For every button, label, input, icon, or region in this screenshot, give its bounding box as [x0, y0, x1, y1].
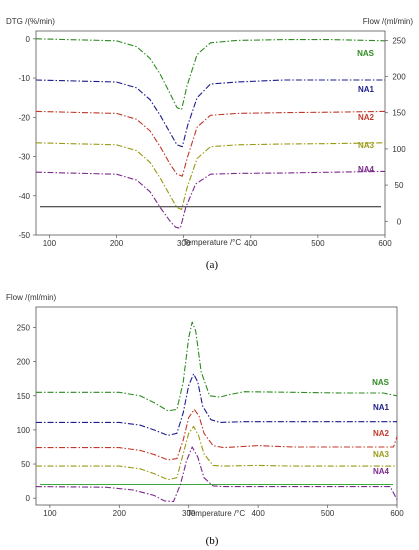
- y-tick-label: 250: [17, 323, 31, 332]
- right-tick-label: 250: [392, 36, 406, 45]
- panel-a-series-labels: NAS NA1 NA2 NA3 NA4: [357, 49, 375, 174]
- y-tick-label: -10: [18, 74, 30, 83]
- panel-b-x-ticks: 100 200 300 400 500 600: [43, 505, 404, 518]
- y-tick-label: -30: [18, 153, 30, 162]
- panel-b-ylabel: Flow /(ml/min): [6, 293, 57, 302]
- series-label-na2: NA2: [358, 113, 375, 122]
- series-label-na4: NA4: [358, 165, 375, 174]
- right-tick-label: 0: [397, 217, 402, 226]
- y-tick-label: 0: [26, 494, 31, 503]
- series-line-na2: [35, 110, 386, 177]
- panel-a-x-ticks: 100 200 300 400 500 600: [43, 235, 392, 248]
- series-label-na3: NA3: [373, 450, 390, 459]
- series-line-na4: [35, 170, 386, 229]
- y-tick-label: 200: [17, 358, 31, 367]
- panel-b-chart: Flow /(ml/min) Temperature /°C 100 200 300…: [6, 293, 404, 547]
- series-line-na1: [36, 373, 397, 436]
- panel-a-xlabel: Temperature /°C: [183, 238, 242, 247]
- series-label-na4: NA4: [373, 467, 390, 476]
- x-tick-label: 600: [378, 239, 392, 248]
- series-line-na2: [36, 408, 398, 461]
- y-tick-label: -20: [18, 113, 30, 122]
- y-tick-label: -50: [18, 231, 30, 240]
- series-line-na3: [35, 142, 386, 211]
- panel-a-chart: DTG /(%/min) Flow /(ml/min) Temperature …: [6, 17, 413, 271]
- panel-a-right-ticks: 250 200 150 100 50 0: [385, 36, 406, 226]
- panel-b-xlabel: Temperature /°C: [187, 509, 246, 518]
- x-tick-label: 500: [311, 239, 325, 248]
- right-tick-label: 150: [392, 109, 406, 118]
- series-label-nas: NAS: [357, 49, 375, 58]
- panel-a-ylabel-right: Flow /(ml/min): [363, 17, 414, 26]
- panel-b-y-ticks: 250 200 150 100 50 0: [17, 323, 36, 503]
- x-tick-label: 600: [390, 509, 404, 518]
- series-line-na4: [35, 446, 398, 503]
- x-tick-label: 100: [43, 239, 57, 248]
- y-tick-label: 50: [21, 460, 30, 469]
- y-tick-label: 100: [17, 426, 31, 435]
- x-tick-label: 200: [113, 509, 127, 518]
- panel-a-y-ticks: 0 -10 -20 -30 -40 -50: [18, 35, 36, 240]
- series-line-nas: [35, 38, 386, 111]
- right-tick-label: 100: [392, 145, 406, 154]
- series-line-nas: [36, 321, 398, 412]
- series-label-nas: NAS: [372, 378, 390, 387]
- x-tick-label: 500: [321, 509, 335, 518]
- panel-b-series: [35, 321, 398, 503]
- panel-a-ylabel-left: DTG /(%/min): [6, 17, 55, 26]
- panel-b-caption: (b): [206, 535, 219, 547]
- panel-a-caption: (a): [206, 259, 219, 271]
- series-line-na1: [35, 79, 385, 148]
- x-tick-label: 100: [43, 509, 57, 518]
- series-label-na2: NA2: [373, 429, 390, 438]
- panel-b-plot-area: [35, 306, 398, 506]
- panel-b-series-labels: NAS NA1 NA2 NA3 NA4: [372, 378, 390, 476]
- x-tick-label: 200: [110, 239, 124, 248]
- series-line-na3: [36, 425, 397, 481]
- x-tick-label: 400: [251, 509, 265, 518]
- panel-a-plot-area: [35, 30, 386, 236]
- right-tick-label: 200: [392, 73, 406, 82]
- right-tick-label: 50: [395, 181, 404, 190]
- y-tick-label: 150: [17, 392, 31, 401]
- series-label-na1: NA1: [358, 85, 375, 94]
- series-label-na3: NA3: [358, 141, 375, 150]
- x-tick-label: 300: [182, 509, 196, 518]
- series-label-na1: NA1: [373, 403, 390, 412]
- y-tick-label: 0: [26, 35, 31, 44]
- x-tick-label: 300: [177, 239, 191, 248]
- x-tick-label: 400: [244, 239, 258, 248]
- y-tick-label: -40: [18, 192, 30, 201]
- panel-a-series: [35, 38, 386, 229]
